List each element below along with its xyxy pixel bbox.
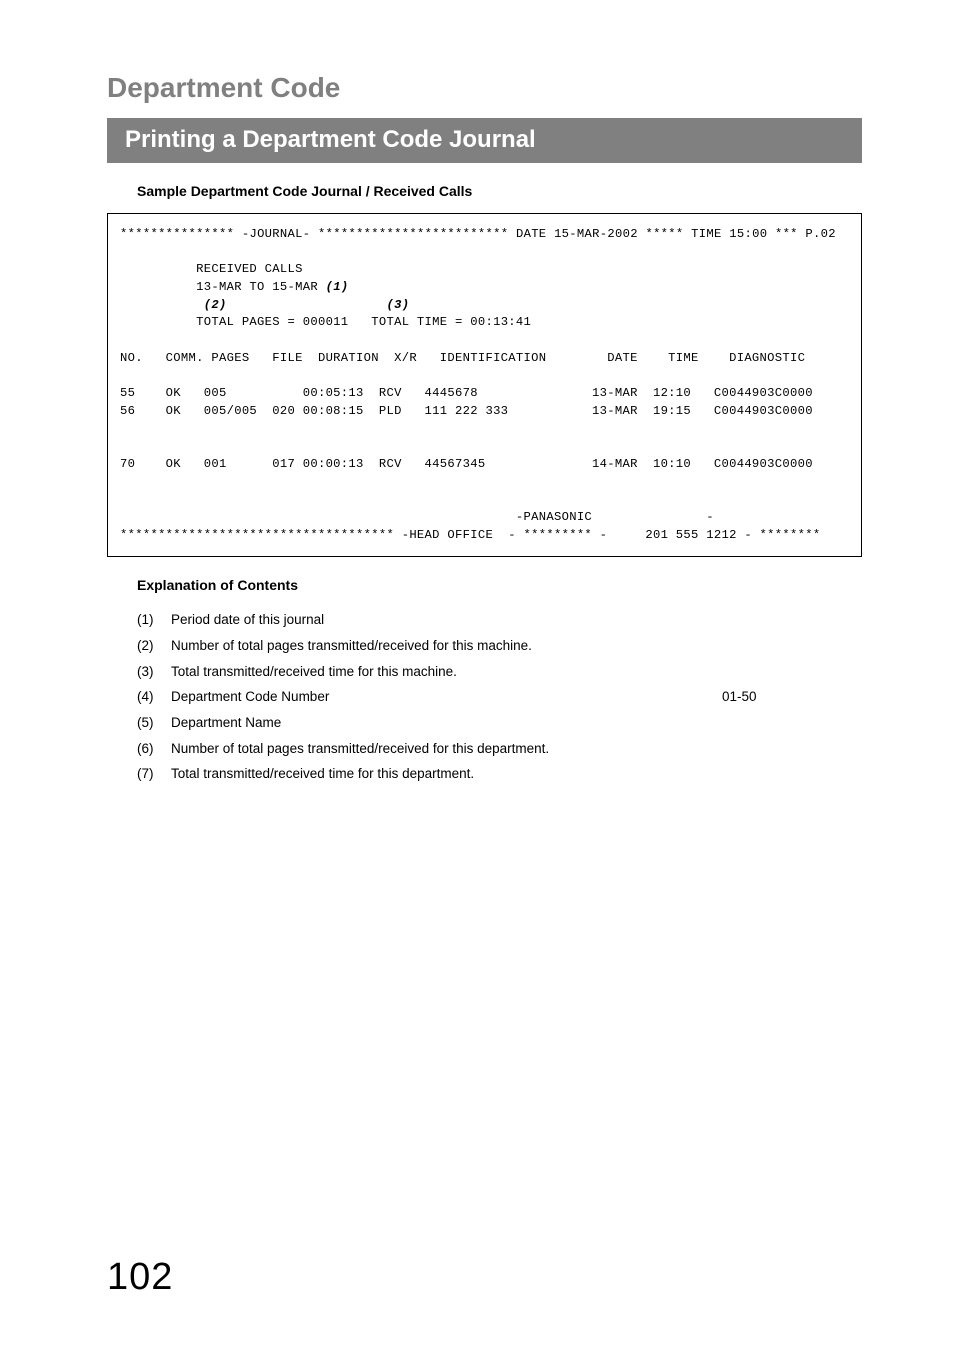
explanation-val (722, 607, 862, 633)
explanation-list: (1) Period date of this journal (2) Numb… (137, 607, 862, 786)
journal-ref-1: (1) (326, 280, 349, 294)
explanation-num: (4) (137, 684, 171, 710)
explanation-row: (2) Number of total pages transmitted/re… (137, 633, 862, 659)
journal-received-calls: RECEIVED CALLS (196, 262, 303, 276)
explanation-row: (5) Department Name (137, 710, 862, 736)
explanation-num: (3) (137, 659, 171, 685)
journal-period: 13-MAR TO 15-MAR (196, 280, 318, 294)
explanation-num: (6) (137, 736, 171, 762)
journal-footer-line: ************************************ -HE… (120, 528, 820, 542)
explanation-text: Number of total pages transmitted/receiv… (171, 633, 722, 659)
explanation-text: Total transmitted/received time for this… (171, 659, 722, 685)
explanation-val (722, 633, 862, 659)
journal-printout: *************** -JOURNAL- **************… (107, 213, 862, 557)
journal-ref-3: (3) (387, 298, 410, 312)
page: Department Code Printing a Department Co… (0, 0, 954, 1351)
content-indent: Sample Department Code Journal / Receive… (137, 183, 862, 199)
explanation-text: Total transmitted/received time for this… (171, 761, 722, 787)
page-number: 102 (107, 1256, 173, 1299)
explanation-val (722, 659, 862, 685)
explanation-num: (2) (137, 633, 171, 659)
explanation-row: (4) Department Code Number 01-50 (137, 684, 862, 710)
explanation-val (722, 710, 862, 736)
journal-topline: *************** -JOURNAL- **************… (120, 227, 836, 241)
explanation-row: (7) Total transmitted/received time for … (137, 761, 862, 787)
explanation-heading: Explanation of Contents (137, 577, 862, 593)
explanation-num: (1) (137, 607, 171, 633)
explanation-row: (6) Number of total pages transmitted/re… (137, 736, 862, 762)
journal-row: 70 OK 001 017 00:00:13 RCV 44567345 14-M… (120, 457, 813, 471)
explanation-val (722, 761, 862, 787)
explanation-row: (3) Total transmitted/received time for … (137, 659, 862, 685)
journal-ref-2: (2) (204, 298, 227, 312)
explanation-text: Number of total pages transmitted/receiv… (171, 736, 722, 762)
explanation-row: (1) Period date of this journal (137, 607, 862, 633)
explanation-text: Period date of this journal (171, 607, 722, 633)
explanation-num: (7) (137, 761, 171, 787)
journal-footer-line: -PANASONIC - (120, 510, 714, 524)
journal-col-headers: NO. COMM. PAGES FILE DURATION X/R IDENTI… (120, 351, 805, 365)
explanation-text: Department Name (171, 710, 722, 736)
journal-row: 56 OK 005/005 020 00:08:15 PLD 111 222 3… (120, 404, 813, 418)
subsection-bar: Printing a Department Code Journal (107, 118, 862, 163)
explanation-val (722, 736, 862, 762)
sample-heading: Sample Department Code Journal / Receive… (137, 183, 862, 199)
explanation-val: 01-50 (722, 684, 862, 710)
journal-row: 55 OK 005 00:05:13 RCV 4445678 13-MAR 12… (120, 386, 813, 400)
explanation-section: Explanation of Contents (1) Period date … (137, 577, 862, 786)
explanation-num: (5) (137, 710, 171, 736)
explanation-text: Department Code Number (171, 684, 722, 710)
journal-totals: TOTAL PAGES = 000011 TOTAL TIME = 00:13:… (196, 315, 531, 329)
section-title: Department Code (107, 72, 862, 104)
